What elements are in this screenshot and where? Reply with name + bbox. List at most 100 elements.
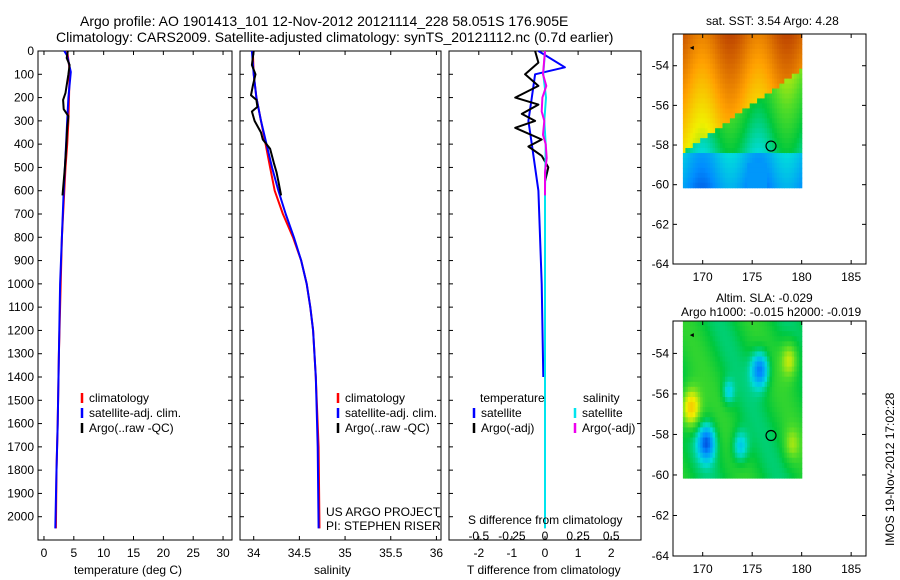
map-cell <box>734 391 738 398</box>
map-cell <box>789 442 793 449</box>
map-cell <box>739 467 743 474</box>
map-cell <box>715 447 719 454</box>
map-cell <box>712 407 716 413</box>
map-cell <box>759 472 763 479</box>
map-cell <box>762 182 766 189</box>
map-cell <box>710 43 714 50</box>
map-cell <box>799 167 803 174</box>
map-cell <box>754 427 758 434</box>
map-cell <box>796 336 800 342</box>
map-cell <box>692 182 696 189</box>
map-cell <box>687 157 691 164</box>
map-cell <box>700 336 704 342</box>
map-cell <box>729 402 733 408</box>
map-cell <box>700 34 704 40</box>
map-cell <box>727 412 731 418</box>
map-cell <box>774 356 778 363</box>
map-cell <box>739 442 743 449</box>
map-cell <box>772 462 776 469</box>
map-cell <box>754 63 758 70</box>
map-cell <box>759 138 763 144</box>
map-cell <box>796 402 800 408</box>
map-cell <box>764 43 768 50</box>
map-cell <box>762 118 766 124</box>
map-cell <box>715 133 719 139</box>
map-cell <box>744 447 748 454</box>
map-cell <box>725 356 729 363</box>
map-cell <box>749 391 753 398</box>
map-cell <box>754 167 758 174</box>
map-cell <box>744 422 748 428</box>
map-cell <box>764 447 768 454</box>
salinity-tick-label: 0 <box>542 529 549 543</box>
map-cell <box>794 93 798 100</box>
map-cell <box>742 78 746 85</box>
map-cell <box>757 381 761 388</box>
map-cell <box>715 402 719 408</box>
map-cell <box>757 113 761 119</box>
map-cell <box>720 93 724 100</box>
map-cell <box>710 182 714 189</box>
map-cell <box>776 402 780 408</box>
map-cell <box>727 346 731 352</box>
map-cell <box>697 417 701 423</box>
map-cell <box>776 321 780 327</box>
map-cell <box>742 162 746 169</box>
map-cell <box>781 472 785 479</box>
map-cell <box>744 34 748 40</box>
map-cell <box>737 108 741 114</box>
map-cell <box>685 53 689 60</box>
map-cell <box>715 138 719 144</box>
map-cell <box>710 133 714 139</box>
map-cell <box>700 39 704 45</box>
map-cell <box>705 153 709 159</box>
map-cell <box>685 103 689 109</box>
map-cell <box>742 103 746 109</box>
map-cell <box>764 462 768 469</box>
map-cell <box>732 417 736 423</box>
map-cell <box>737 407 741 413</box>
map-cell <box>764 472 768 479</box>
map-cell <box>799 83 803 90</box>
map-cell <box>697 432 701 439</box>
legend-label: satellite-adj. clim. <box>89 406 181 420</box>
map-cell <box>749 452 753 459</box>
map-cell <box>754 73 758 80</box>
map-cell <box>737 73 741 80</box>
salinity-tick-label: -0.5 <box>468 529 489 543</box>
map-cell <box>687 326 691 332</box>
map-cell <box>757 366 761 373</box>
map-cell <box>779 98 783 104</box>
map-cell <box>781 103 785 109</box>
map-cell <box>781 143 785 149</box>
map-cell <box>774 407 778 413</box>
map-cell <box>742 432 746 439</box>
map-cell <box>682 336 686 342</box>
map-cell <box>776 73 780 80</box>
map-cell <box>695 407 699 413</box>
map-cell <box>722 356 726 363</box>
map-cell <box>742 88 746 95</box>
map-cell <box>776 361 780 368</box>
map-cell <box>682 68 686 75</box>
map-cell <box>725 162 729 169</box>
map-cell <box>687 148 691 154</box>
map-cell <box>725 58 729 65</box>
map-cell <box>794 331 798 337</box>
map-cell <box>744 452 748 459</box>
x-tick-label: 2 <box>608 546 615 560</box>
map-cell <box>695 427 699 434</box>
map-cell <box>791 386 795 393</box>
map-cell <box>789 346 793 352</box>
map-cell <box>794 417 798 423</box>
map-cell <box>727 43 731 50</box>
map-cell <box>710 452 714 459</box>
map-cell <box>764 326 768 332</box>
map-cell <box>769 407 773 413</box>
map-cell <box>705 351 709 358</box>
map-cell <box>789 422 793 428</box>
map-cell <box>710 432 714 439</box>
map-cell <box>754 356 758 363</box>
map-cell <box>762 78 766 85</box>
x-tick-label: 170 <box>693 562 713 576</box>
